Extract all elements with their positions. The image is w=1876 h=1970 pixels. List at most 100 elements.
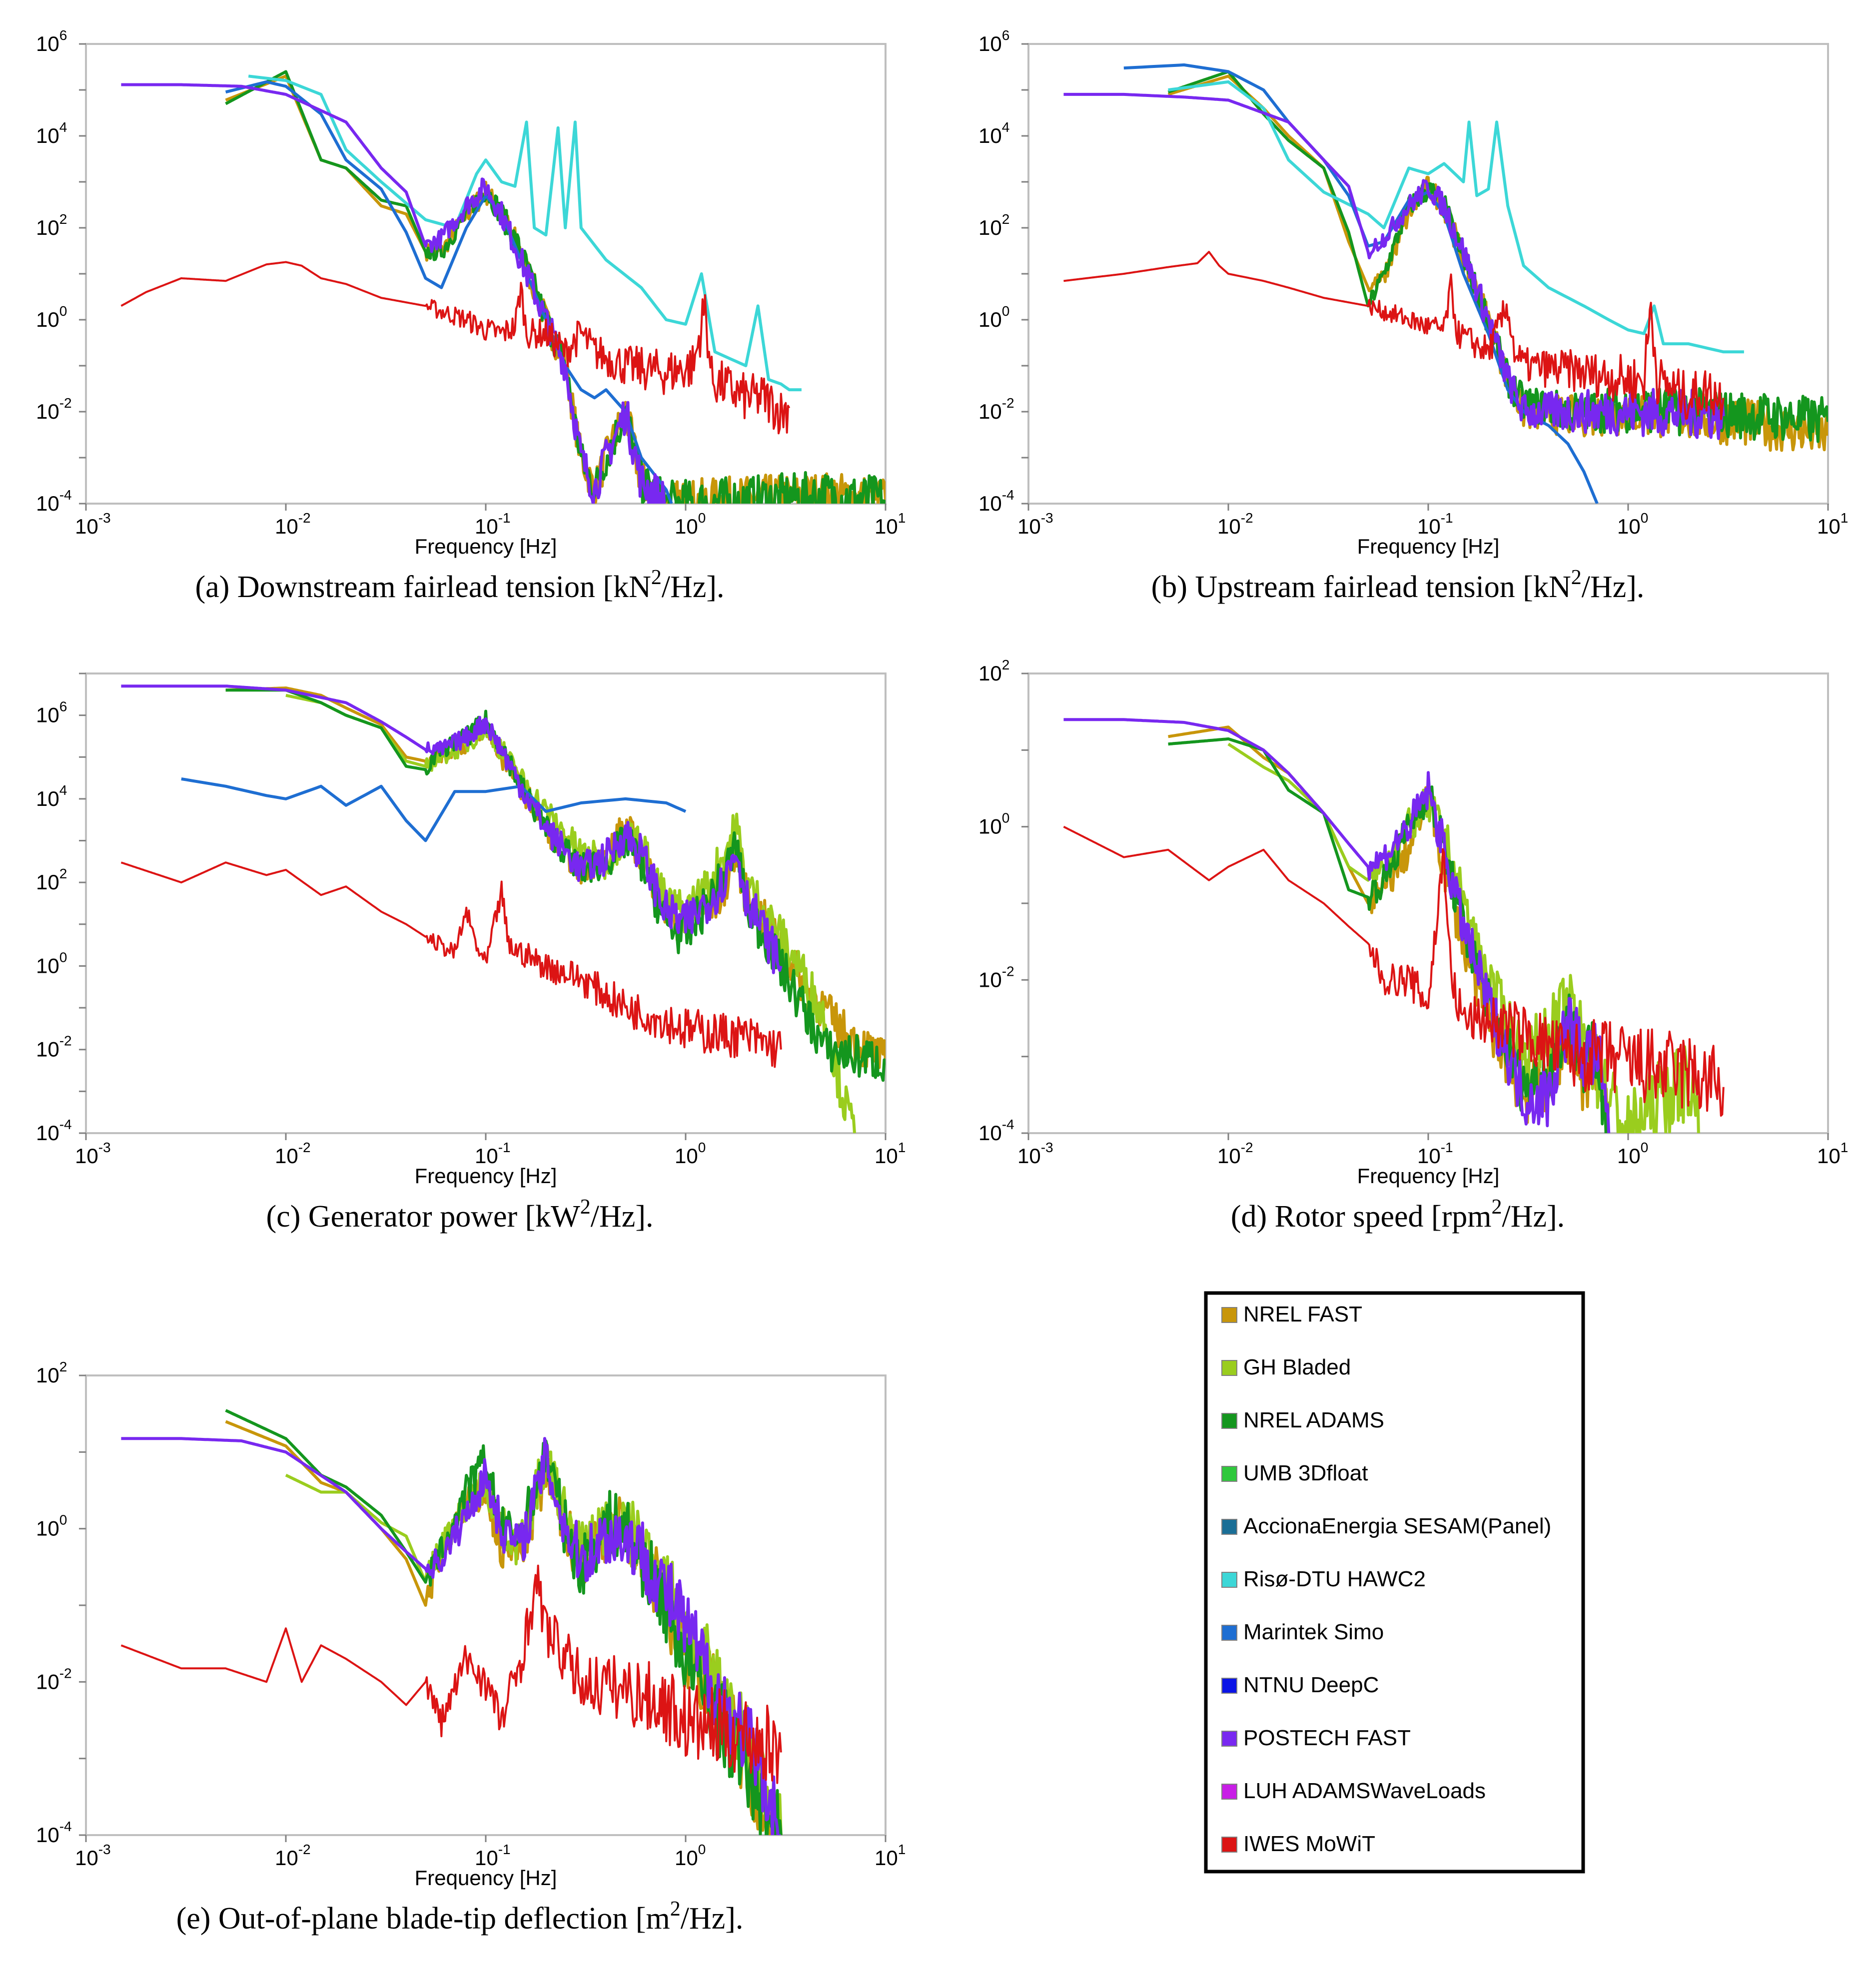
x-axis-label: Frequency [Hz] bbox=[1357, 535, 1500, 558]
legend-item: NTNU DeepC bbox=[1221, 1673, 1379, 1697]
legend-swatch bbox=[1221, 1837, 1237, 1853]
y-tick-label: 10-4 bbox=[978, 1117, 1014, 1145]
legend-item: Marintek Simo bbox=[1221, 1620, 1384, 1644]
x-tick-label: 101 bbox=[1817, 1140, 1848, 1168]
legend-label: Marintek Simo bbox=[1243, 1620, 1384, 1644]
series-group bbox=[1063, 63, 1828, 504]
legend-frame bbox=[1204, 1291, 1585, 1874]
panel-caption: (e) Out-of-plane blade-tip deflection [m… bbox=[176, 1898, 744, 1936]
chart-panel-e: 10-4 10-2 100 102 10-3 10-2 10-1 100 101 Frequenc… bbox=[36, 1359, 906, 1936]
x-tick-label: 101 bbox=[875, 1842, 906, 1870]
x-axis-label: Frequency [Hz] bbox=[415, 1866, 557, 1890]
x-axis-label: Frequency [Hz] bbox=[415, 1164, 557, 1188]
series-group bbox=[120, 684, 886, 1133]
y-tick-label: 100 bbox=[978, 303, 1009, 331]
x-tick-label: 100 bbox=[675, 1842, 706, 1870]
panel-caption: (a) Downstream fairlead tension [kN2/Hz]… bbox=[195, 566, 724, 604]
y-tick-label: 102 bbox=[36, 1359, 67, 1387]
series-line-iwes-mowit bbox=[1063, 825, 1725, 1117]
panel-caption: (d) Rotor speed [rpm2/Hz]. bbox=[1231, 1196, 1565, 1234]
y-tick-label: 106 bbox=[978, 27, 1009, 55]
legend-label: POSTECH FAST bbox=[1243, 1726, 1411, 1750]
series-line-marintek-simo bbox=[181, 777, 687, 842]
x-tick-label: 10-2 bbox=[275, 1140, 311, 1168]
series-line-iwes-mowit bbox=[120, 261, 791, 435]
x-tick-label: 10-2 bbox=[275, 1842, 311, 1870]
y-tick-label: 100 bbox=[36, 1512, 67, 1540]
y-tick-label: 10-4 bbox=[36, 1819, 72, 1847]
y-tick-label: 106 bbox=[36, 27, 67, 55]
legend-swatch bbox=[1221, 1413, 1237, 1429]
y-tick-label: 106 bbox=[36, 699, 67, 727]
x-tick-label: 101 bbox=[875, 510, 906, 538]
legend-item: POSTECH FAST bbox=[1221, 1726, 1411, 1750]
y-tick-label: 102 bbox=[978, 211, 1009, 239]
x-tick-label: 10-2 bbox=[275, 510, 311, 538]
x-tick-label: 100 bbox=[675, 510, 706, 538]
x-axis-label: Frequency [Hz] bbox=[415, 535, 557, 558]
y-tick-label: 10-2 bbox=[978, 395, 1014, 423]
legend-swatch bbox=[1221, 1307, 1237, 1323]
legend-item: LUH ADAMSWaveLoads bbox=[1221, 1779, 1486, 1803]
legend-label: GH Bladed bbox=[1243, 1355, 1351, 1379]
legend-swatch bbox=[1221, 1519, 1237, 1535]
plot-area bbox=[85, 43, 887, 505]
x-tick-label: 10-1 bbox=[475, 1842, 511, 1870]
y-tick-label: 10-4 bbox=[36, 487, 72, 515]
panel-caption: (b) Upstream fairlead tension [kN2/Hz]. bbox=[1151, 566, 1645, 604]
y-tick-label: 102 bbox=[36, 866, 67, 894]
series-line-postech-fast bbox=[1063, 718, 1611, 1133]
series-group bbox=[1063, 718, 1725, 1133]
x-tick-label: 10-3 bbox=[1017, 1140, 1053, 1168]
legend-item: IWES MoWiT bbox=[1221, 1832, 1375, 1856]
legend-label: Risø-DTU HAWC2 bbox=[1243, 1567, 1426, 1591]
legend-label: NREL ADAMS bbox=[1243, 1408, 1384, 1432]
series-group bbox=[120, 1409, 783, 1835]
legend-label: NREL FAST bbox=[1243, 1302, 1362, 1326]
series-line-iwes-mowit bbox=[120, 1564, 782, 1784]
chart-panel-b: 10-4 10-2 100 102 104 106 10-3 10-2 10-1 100 101 Fr… bbox=[978, 27, 1848, 604]
x-tick-label: 10-3 bbox=[75, 1842, 111, 1870]
y-tick-label: 102 bbox=[36, 211, 67, 239]
x-tick-label: 10-3 bbox=[75, 1140, 111, 1168]
x-tick-label: 10-1 bbox=[475, 510, 511, 538]
panel-caption: (c) Generator power [kW2/Hz]. bbox=[266, 1196, 654, 1234]
series-line-postech-fast bbox=[120, 684, 783, 974]
chart-panel-a: 10-4 10-2 100 102 104 106 10-3 10-2 10-1 100 101 Fr… bbox=[36, 27, 906, 604]
legend-swatch bbox=[1221, 1784, 1237, 1800]
x-tick-label: 100 bbox=[1617, 1140, 1648, 1168]
legend-item: GH Bladed bbox=[1221, 1355, 1351, 1379]
x-tick-label: 10-1 bbox=[1417, 510, 1453, 538]
legend-item: NREL ADAMS bbox=[1221, 1408, 1384, 1432]
y-tick-label: 104 bbox=[36, 119, 67, 147]
y-tick-label: 10-2 bbox=[36, 395, 72, 423]
legend-swatch bbox=[1221, 1466, 1237, 1482]
chart-panel-d: 10-4 10-2 100 102 10-3 10-2 10-1 100 101 Frequenc… bbox=[978, 657, 1848, 1234]
legend-swatch bbox=[1221, 1731, 1237, 1747]
legend-swatch bbox=[1221, 1360, 1237, 1376]
y-tick-label: 10-2 bbox=[36, 1665, 72, 1693]
x-tick-label: 10-1 bbox=[475, 1140, 511, 1168]
x-tick-label: 100 bbox=[675, 1140, 706, 1168]
x-tick-label: 10-3 bbox=[1017, 510, 1053, 538]
legend-item: Risø-DTU HAWC2 bbox=[1221, 1567, 1426, 1591]
x-tick-label: 10-3 bbox=[75, 510, 111, 538]
legend: NREL FAST GH Bladed NREL ADAMS UMB 3Dfloat A… bbox=[1204, 1291, 1585, 1874]
legend-item: UMB 3Dfloat bbox=[1221, 1461, 1368, 1485]
y-tick-label: 10-4 bbox=[36, 1117, 72, 1145]
y-tick-label: 10-2 bbox=[978, 963, 1014, 991]
x-tick-label: 10-2 bbox=[1217, 510, 1253, 538]
x-tick-label: 101 bbox=[875, 1140, 906, 1168]
series-line-iwes-mowit bbox=[120, 861, 782, 1068]
y-tick-label: 104 bbox=[978, 119, 1009, 147]
x-tick-label: 101 bbox=[1817, 510, 1848, 538]
legend-swatch bbox=[1221, 1678, 1237, 1694]
x-tick-label: 10-1 bbox=[1417, 1140, 1453, 1168]
y-tick-label: 10-2 bbox=[36, 1033, 72, 1061]
legend-label: NTNU DeepC bbox=[1243, 1673, 1379, 1697]
y-tick-label: 104 bbox=[36, 782, 67, 810]
series-line-marintek-simo bbox=[225, 80, 673, 504]
y-tick-label: 102 bbox=[978, 657, 1009, 685]
x-axis-label: Frequency [Hz] bbox=[1357, 1164, 1500, 1188]
y-tick-label: 100 bbox=[36, 949, 67, 977]
